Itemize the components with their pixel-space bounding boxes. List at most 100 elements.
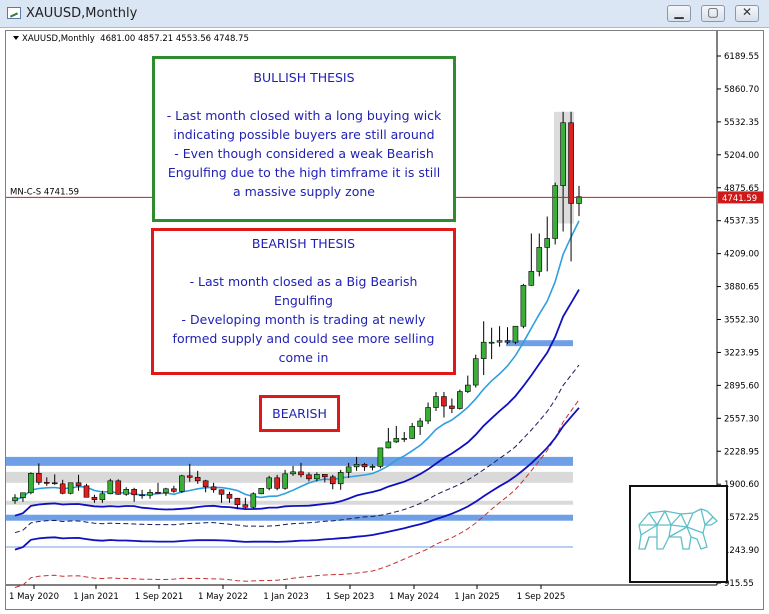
candle-body xyxy=(266,477,272,489)
candle-body xyxy=(155,491,161,494)
candle-body xyxy=(28,473,34,494)
candle-body xyxy=(314,474,320,480)
candle-body xyxy=(115,480,122,495)
bullish-thesis-line: - Last month closed with a long buying w… xyxy=(166,108,442,123)
moving-average-line xyxy=(14,407,580,551)
symbol-header: XAUUSD,Monthly 4681.00 4857.21 4553.56 4… xyxy=(13,34,249,44)
candle-body xyxy=(560,122,566,186)
geometric-bear-icon xyxy=(638,508,718,550)
moving-average-line xyxy=(14,399,580,588)
close-button[interactable]: ✕ xyxy=(735,5,759,22)
candle-body xyxy=(43,482,50,484)
bullish-thesis-line: indicating possible buyers are still aro… xyxy=(173,127,435,142)
window-titlebar: XAUUSD,Monthly ▁ ▢ ✕ xyxy=(0,0,769,28)
y-tick-label: 5860.70 xyxy=(724,85,759,95)
candle-body xyxy=(250,493,257,508)
x-tick-label: 1 Jan 2021 xyxy=(73,592,119,602)
candle-body xyxy=(242,504,249,508)
price-zone xyxy=(506,340,573,347)
candle-body xyxy=(99,493,106,501)
candle-body xyxy=(171,488,177,492)
candle-body xyxy=(20,492,26,499)
y-tick-label: 5204.00 xyxy=(724,151,759,161)
y-tick-label: 6189.55 xyxy=(724,52,759,62)
candle-body xyxy=(520,285,527,327)
candle-body xyxy=(306,474,312,480)
candle-body xyxy=(210,486,217,491)
bullish-thesis-box[interactable]: BULLISH THESIS - Last month closed with … xyxy=(152,56,456,222)
minimize-button[interactable]: ▁ xyxy=(667,5,691,22)
bearish-thesis-line: - Last month closed as a Big Bearish xyxy=(189,274,418,289)
maximize-button[interactable]: ▢ xyxy=(701,5,725,22)
bearish-thesis-heading: BEARISH THESIS xyxy=(251,236,356,251)
candle-body xyxy=(194,477,201,482)
y-tick-label: 3880.65 xyxy=(724,283,759,293)
candle-body xyxy=(528,271,535,286)
price-zone xyxy=(6,471,573,483)
candle-body xyxy=(377,447,384,467)
candle-body xyxy=(576,196,582,204)
candle-body xyxy=(59,483,66,494)
logo-frame xyxy=(629,485,728,583)
y-tick-label: 1243.90 xyxy=(724,546,759,556)
y-tick-label: 4537.35 xyxy=(724,217,759,227)
y-tick-label: 1572.25 xyxy=(724,513,759,523)
candle-body xyxy=(12,497,18,502)
bullish-thesis-line: - Even though considered a weak Bearish xyxy=(174,146,434,161)
moving-average-line xyxy=(14,364,580,534)
bearish-thesis-box[interactable]: BEARISH THESIS - Last month closed as a … xyxy=(151,228,456,375)
candle-body xyxy=(75,482,82,487)
moving-average-line xyxy=(14,289,580,517)
candle-body xyxy=(361,464,368,468)
y-tick-label: 4875.65 xyxy=(724,184,759,194)
x-tick-label: 1 Jan 2025 xyxy=(454,592,500,602)
x-tick-label: 1 Sep 2021 xyxy=(135,592,183,602)
x-tick-label: 1 Jan 2023 xyxy=(263,592,309,602)
current-price-tag xyxy=(718,191,763,204)
candle-body xyxy=(139,494,145,497)
candle-body xyxy=(401,438,408,440)
x-tick-label: 1 May 2024 xyxy=(389,592,439,602)
candle-body xyxy=(433,396,439,408)
current-price-text: 4741.59 xyxy=(722,194,757,204)
chart-canvas[interactable]: 6189.55 5860.70 5532.35 5204.00 4875.65 4537.… xyxy=(6,31,764,610)
symbol-dropdown-icon[interactable] xyxy=(13,36,19,40)
candle-body xyxy=(36,473,42,483)
bearish-thesis-line: Engulfing xyxy=(274,293,333,308)
candle-body xyxy=(544,238,551,248)
candle-body xyxy=(472,358,479,386)
y-tick-label: 2228.95 xyxy=(724,447,759,457)
candle-body xyxy=(67,482,74,494)
candle-body xyxy=(226,493,233,499)
candle-body xyxy=(290,471,296,475)
candle-body xyxy=(322,474,328,478)
candle-body xyxy=(258,487,265,495)
candle-body xyxy=(147,491,153,496)
candle-body xyxy=(186,475,193,478)
candle-body xyxy=(504,340,511,343)
candle-body xyxy=(202,480,209,488)
candle-body xyxy=(218,489,225,495)
y-tick-label: 4209.00 xyxy=(724,250,759,260)
candle-body xyxy=(568,122,574,204)
window-title: XAUUSD,Monthly xyxy=(26,6,138,21)
x-tick-label: 1 Sep 2023 xyxy=(326,592,374,602)
chart-app-icon xyxy=(7,7,21,19)
candle-body xyxy=(179,475,185,492)
y-tick-label: 5532.35 xyxy=(724,118,759,128)
verdict-label[interactable]: BEARISH xyxy=(259,395,340,432)
bearish-thesis-line: come in xyxy=(278,350,329,365)
candle-body xyxy=(163,488,169,494)
price-chart[interactable]: 6189.55 5860.70 5532.35 5204.00 4875.65 4537.… xyxy=(5,30,764,610)
candle-body xyxy=(329,476,336,485)
candle-body xyxy=(464,384,471,392)
verdict-text: BEARISH xyxy=(272,406,327,421)
candle-body xyxy=(353,464,360,468)
candle-body xyxy=(131,488,137,496)
candle-body xyxy=(51,482,58,485)
close-icon: ✕ xyxy=(741,5,753,19)
candle-body xyxy=(337,472,344,485)
y-tick-label: 915.55 xyxy=(724,579,754,589)
candle-body xyxy=(393,438,400,443)
candle-body xyxy=(107,480,114,495)
